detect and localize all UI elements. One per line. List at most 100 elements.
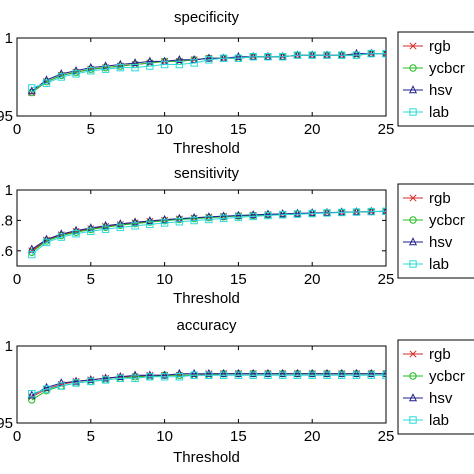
series-line-lab — [31, 210, 386, 255]
data-point-lab — [367, 49, 375, 58]
series-group — [27, 368, 386, 404]
data-point-lab — [367, 207, 375, 216]
x-axis-label: Threshold — [173, 140, 240, 157]
data-point-hsv — [219, 53, 228, 62]
plot-area — [16, 189, 387, 267]
data-point-hsv — [308, 208, 317, 217]
data-point-hsv — [234, 210, 243, 219]
x-tick-label: 20 — [304, 271, 321, 288]
chart-panel-1: specificity 0 5 10 15 20 25 0.95 1 Threshold rgb yc… — [0, 9, 474, 157]
data-point-lab — [382, 371, 386, 379]
y-tick-label: 0.95 — [0, 415, 13, 432]
data-point-lab — [308, 371, 316, 379]
data-point-hsv — [219, 368, 228, 377]
data-point-hsv — [160, 370, 169, 379]
legend-label: rgb — [429, 38, 451, 55]
legend: rgb ycbcr hsv lab — [397, 183, 474, 279]
data-point-hsv — [131, 58, 140, 67]
legend-label: ycbcr — [429, 368, 465, 385]
data-point-lab — [219, 54, 228, 62]
data-point-hsv — [234, 51, 243, 60]
data-point-lab — [116, 374, 125, 383]
data-point-lab — [190, 371, 198, 379]
x-tick-label: 25 — [378, 428, 395, 445]
data-point-hsv — [278, 209, 287, 218]
data-point-hsv — [72, 376, 81, 385]
legend-marker-ycbcr — [409, 372, 417, 380]
legend-marker-ycbcr — [409, 216, 417, 224]
legend-marker-rgb — [409, 42, 417, 50]
legend-label: hsv — [429, 82, 453, 99]
chart-title: sensitivity — [174, 165, 240, 182]
data-point-lab — [28, 250, 36, 259]
legend-label: rgb — [429, 346, 451, 363]
data-point-ycbcr — [28, 88, 36, 97]
data-point-lab — [42, 79, 51, 87]
chart-panel-3: accuracy 0 5 10 15 20 25 0.95 1 Threshold rgb ycbcr… — [0, 317, 474, 466]
data-point-lab — [116, 63, 125, 72]
data-point-lab — [160, 60, 169, 69]
x-tick-label: 15 — [230, 121, 247, 138]
chart-title: accuracy — [176, 317, 237, 334]
legend-label: rgb — [429, 190, 451, 207]
data-point-lab — [205, 56, 213, 64]
y-tick-label: 1 — [5, 30, 13, 47]
data-point-hsv — [145, 56, 154, 65]
data-point-lab — [131, 374, 139, 383]
data-point-hsv — [263, 209, 272, 218]
series-line-hsv — [31, 373, 386, 396]
legend-label: lab — [429, 256, 449, 273]
data-point-hsv — [27, 244, 36, 253]
data-point-lab — [234, 371, 243, 379]
data-point-hsv — [145, 370, 154, 379]
series-line-lab — [31, 53, 386, 89]
data-point-lab — [146, 62, 154, 70]
data-point-hsv — [352, 48, 361, 57]
data-point-lab — [249, 371, 257, 379]
data-point-lab — [190, 59, 198, 67]
data-point-lab — [352, 371, 361, 379]
data-point-hsv — [249, 368, 258, 377]
x-tick-label: 15 — [230, 428, 247, 445]
legend-marker-rgb — [409, 350, 417, 358]
data-point-lab — [338, 51, 346, 59]
x-tick-label: 15 — [230, 271, 247, 288]
data-point-lab — [264, 371, 272, 379]
data-point-hsv — [204, 368, 213, 377]
legend-label: ycbcr — [429, 60, 465, 77]
data-point-lab — [57, 233, 65, 241]
data-point-lab — [42, 238, 51, 247]
data-point-hsv — [116, 219, 125, 228]
data-point-hsv — [249, 210, 258, 219]
x-tick-label: 25 — [378, 121, 395, 138]
data-point-hsv — [145, 216, 154, 225]
x-tick-label: 20 — [304, 121, 321, 138]
data-point-lab — [28, 390, 36, 398]
data-point-hsv — [352, 368, 361, 377]
data-point-lab — [249, 212, 257, 221]
data-point-hsv — [204, 53, 213, 62]
data-point-lab — [293, 210, 302, 218]
legend-marker-ycbcr — [409, 64, 417, 72]
legend: rgb ycbcr hsv lab — [397, 31, 474, 127]
data-point-lab — [72, 230, 80, 238]
data-point-hsv — [367, 368, 376, 377]
data-point-lab — [175, 60, 184, 69]
data-point-hsv — [263, 368, 272, 377]
data-point-lab — [308, 209, 316, 218]
x-tick-label: 0 — [13, 121, 21, 138]
series-line-lab — [31, 374, 386, 395]
data-point-hsv — [234, 368, 243, 377]
data-point-hsv — [131, 217, 140, 226]
data-point-lab — [293, 51, 302, 59]
data-point-hsv — [293, 208, 302, 217]
data-point-hsv — [308, 368, 317, 377]
x-tick-label: 0 — [13, 428, 21, 445]
data-point-lab — [308, 51, 316, 59]
data-point-lab — [323, 51, 331, 59]
series-group — [27, 206, 386, 259]
legend-marker-hsv — [408, 85, 418, 94]
legend-label: ycbcr — [429, 212, 465, 229]
data-point-lab — [72, 379, 80, 387]
y-tick-label: 0.8 — [0, 212, 13, 229]
